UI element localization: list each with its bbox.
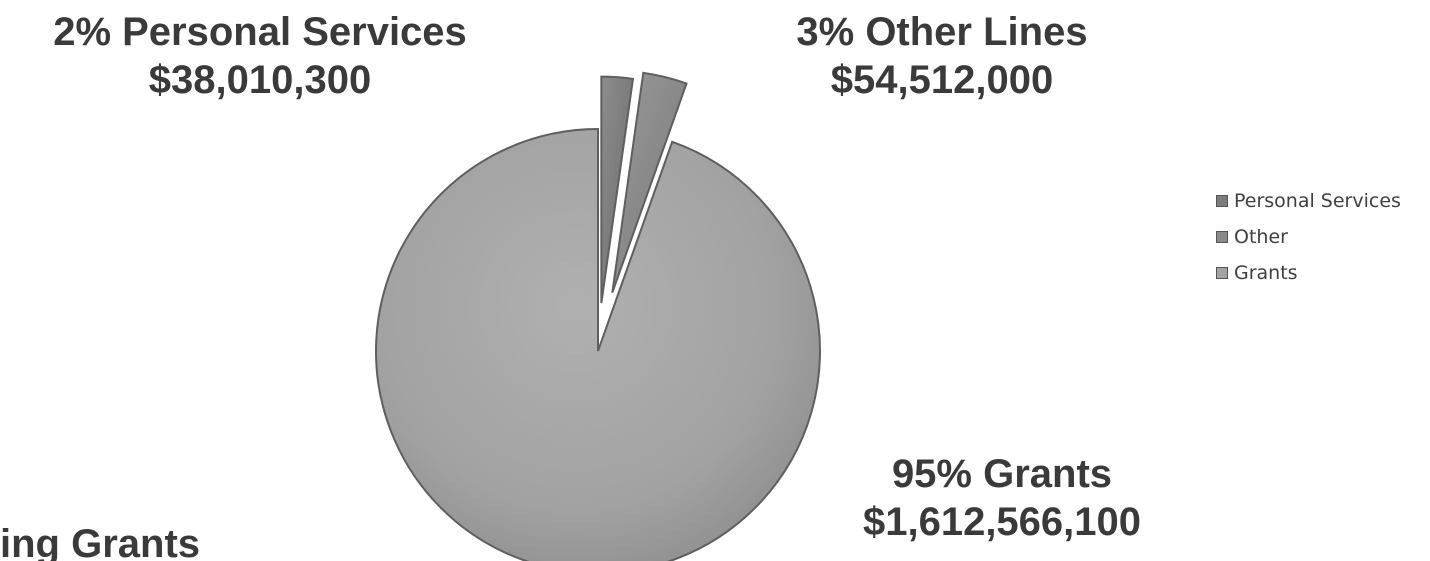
legend-item-other: Other: [1216, 219, 1401, 255]
legend-label-personal-services: Personal Services: [1234, 190, 1401, 212]
callout-other-lines: 3% Other Lines $54,512,000: [742, 8, 1142, 104]
callout-grants: 95% Grants $1,612,566,100: [832, 450, 1172, 546]
legend-swatch-grants: [1216, 267, 1228, 279]
legend-swatch-personal-services: [1216, 195, 1228, 207]
callout-personal-services: 2% Personal Services $38,010,300: [0, 8, 520, 104]
legend-item-grants: Grants: [1216, 255, 1401, 291]
legend-item-personal-services: Personal Services: [1216, 183, 1401, 219]
callout-personal-services-value: $38,010,300: [148, 58, 372, 102]
callout-personal-services-label: 2% Personal Services: [53, 10, 467, 54]
pie-slice-personal-services: [600, 75, 635, 304]
chart-legend: Personal Services Other Grants: [1216, 183, 1401, 291]
cropped-heading-text: ing Grants: [0, 522, 201, 561]
callout-other-lines-label: 3% Other Lines: [796, 10, 1088, 54]
pie-slice-grants: [375, 127, 821, 561]
legend-label-other: Other: [1234, 226, 1288, 248]
callout-other-lines-value: $54,512,000: [830, 58, 1054, 102]
pie-slice-other: [611, 71, 688, 294]
legend-label-grants: Grants: [1234, 262, 1298, 284]
legend-swatch-other: [1216, 231, 1228, 243]
callout-grants-value: $1,612,566,100: [862, 500, 1142, 544]
callout-grants-label: 95% Grants: [891, 452, 1113, 496]
